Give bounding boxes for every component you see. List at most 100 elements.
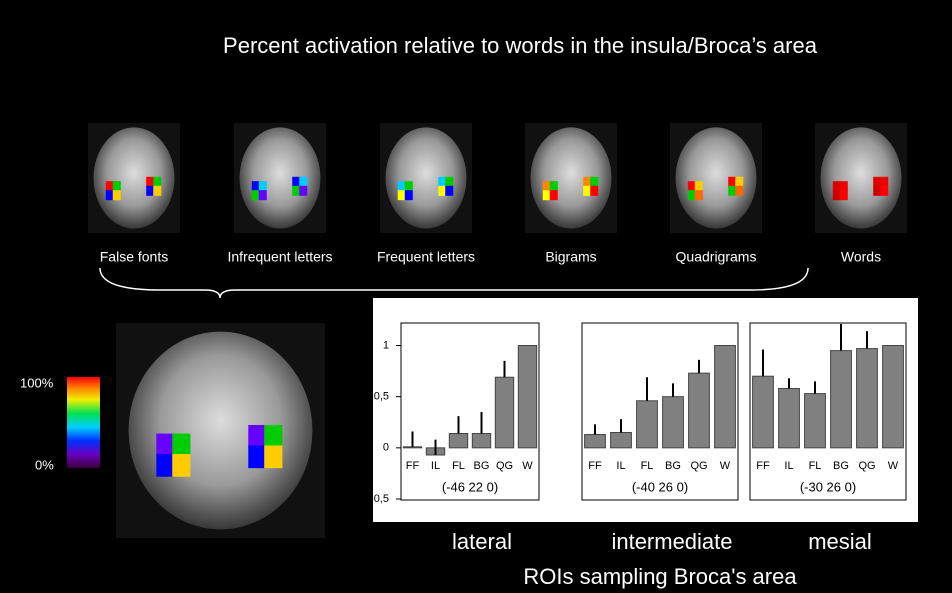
brain-thumbnail-blob (550, 190, 558, 200)
brain-thumbnail-blob (880, 177, 888, 187)
bar (689, 373, 710, 448)
brain-thumbnail-blob (873, 177, 881, 187)
brain-thumbnail-blob (735, 177, 743, 187)
brain-thumbnail-shape (386, 127, 467, 228)
image-label: Quadrigrams (676, 249, 757, 265)
x-tick-label: W (888, 460, 899, 472)
brain-thumbnail-shape (94, 127, 175, 228)
brain-thumbnail-blob (299, 177, 307, 187)
brain-thumbnail-blob (688, 181, 696, 191)
colorbar-max: 100% (20, 375, 54, 390)
bar (753, 376, 774, 448)
bar (403, 447, 421, 448)
brain-thumbnail-blob (590, 186, 598, 196)
brain-thumbnail-blob (153, 177, 161, 187)
brain-thumbnail-blob (833, 190, 841, 200)
brain-thumbnail-blob (252, 190, 260, 200)
bar (831, 351, 852, 448)
y-tick-label: 0,5 (374, 391, 389, 403)
bar (779, 388, 800, 447)
brain-thumbnail-blob (873, 186, 881, 196)
brain-thumbnail-shape (240, 127, 321, 228)
brain-thumbnail-blob (113, 181, 121, 191)
x-tick-label: FL (452, 460, 465, 472)
region-label: intermediate (611, 529, 732, 554)
brain-thumbnail-blob (583, 177, 591, 187)
image-label: Words (841, 249, 881, 265)
bar (805, 394, 826, 448)
brain-thumbnail-blob (259, 190, 267, 200)
brain-thumbnail-blob (146, 186, 154, 196)
bar (585, 435, 606, 448)
brain-thumbnail-blob (398, 190, 406, 200)
bar (883, 346, 904, 448)
brain-thumbnail-blob (438, 177, 446, 187)
image-label: False fonts (100, 249, 168, 265)
brain-thumbnail-blob (252, 181, 260, 191)
y-tick-label: -0,5 (370, 493, 389, 505)
image-label: Frequent letters (377, 249, 475, 265)
brain-thumbnail-blob (398, 181, 406, 191)
brain-thumbnail-blob (543, 181, 551, 191)
title: Percent activation relative to words in … (223, 33, 818, 58)
brain-thumbnail-blob (292, 186, 300, 196)
bar (472, 434, 490, 448)
brain-large-blob (264, 425, 282, 448)
bar (715, 346, 736, 448)
bar (518, 346, 536, 448)
brain-thumbnail-blob (292, 177, 300, 187)
brain-thumbnail-blob (445, 177, 453, 187)
brain-thumbnail-blob (153, 186, 161, 196)
x-tick-label: W (720, 460, 731, 472)
region-label: lateral (452, 529, 512, 554)
brain-thumbnail-blob (146, 177, 154, 187)
brain-thumbnail-blob (543, 190, 551, 200)
y-tick-label: 0 (383, 442, 389, 454)
x-tick-label: BG (665, 460, 681, 472)
brain-thumbnail-blob (106, 181, 114, 191)
panel-subtitle: (-30 26 0) (800, 479, 856, 494)
brain-thumbnail-blob (259, 181, 267, 191)
bar (611, 432, 632, 447)
bar (663, 397, 684, 448)
brain-thumbnail-blob (590, 177, 598, 187)
brain-thumbnail-blob (728, 186, 736, 196)
brain-thumbnail-blob (833, 181, 841, 191)
x-tick-label: FF (756, 460, 770, 472)
brain-thumbnail-shape (531, 127, 612, 228)
y-tick-label: 1 (383, 339, 389, 351)
brain-large-blob (156, 434, 174, 457)
x-tick-label: FF (588, 460, 602, 472)
brain-thumbnail-blob (550, 181, 558, 191)
region-label: mesial (808, 529, 872, 554)
brain-thumbnail-blob (113, 190, 121, 200)
panel-subtitle: (-46 22 0) (442, 479, 498, 494)
colorbar (67, 377, 100, 468)
x-tick-label: QG (690, 460, 707, 472)
x-tick-label: FL (641, 460, 654, 472)
brain-thumbnail-shape (676, 127, 757, 228)
brain-thumbnail-blob (299, 186, 307, 196)
brain-large-blob (172, 454, 190, 477)
brain-thumbnail-blob (880, 186, 888, 196)
x-tick-label: IL (431, 460, 440, 472)
brain-thumbnail-blob (840, 190, 848, 200)
brain-large-shape (129, 332, 313, 530)
brain-thumbnail-blob (728, 177, 736, 187)
brain-thumbnail-blob (445, 186, 453, 196)
brain-thumbnail-blob (688, 190, 696, 200)
brain-large-blob (248, 445, 266, 468)
brain-large-blob (172, 434, 190, 457)
brain-thumbnail-blob (405, 181, 413, 191)
bar (637, 401, 658, 448)
brain-thumbnail-blob (735, 186, 743, 196)
brain-thumbnail-blob (405, 190, 413, 200)
caption: ROIs sampling Broca's area (523, 564, 797, 589)
brain-thumbnail-blob (583, 186, 591, 196)
brace (100, 268, 808, 298)
x-tick-label: QG (858, 460, 875, 472)
x-tick-label: FF (406, 460, 420, 472)
image-label: Infrequent letters (227, 249, 332, 265)
x-tick-label: IL (616, 460, 625, 472)
brain-thumbnail-blob (840, 181, 848, 191)
